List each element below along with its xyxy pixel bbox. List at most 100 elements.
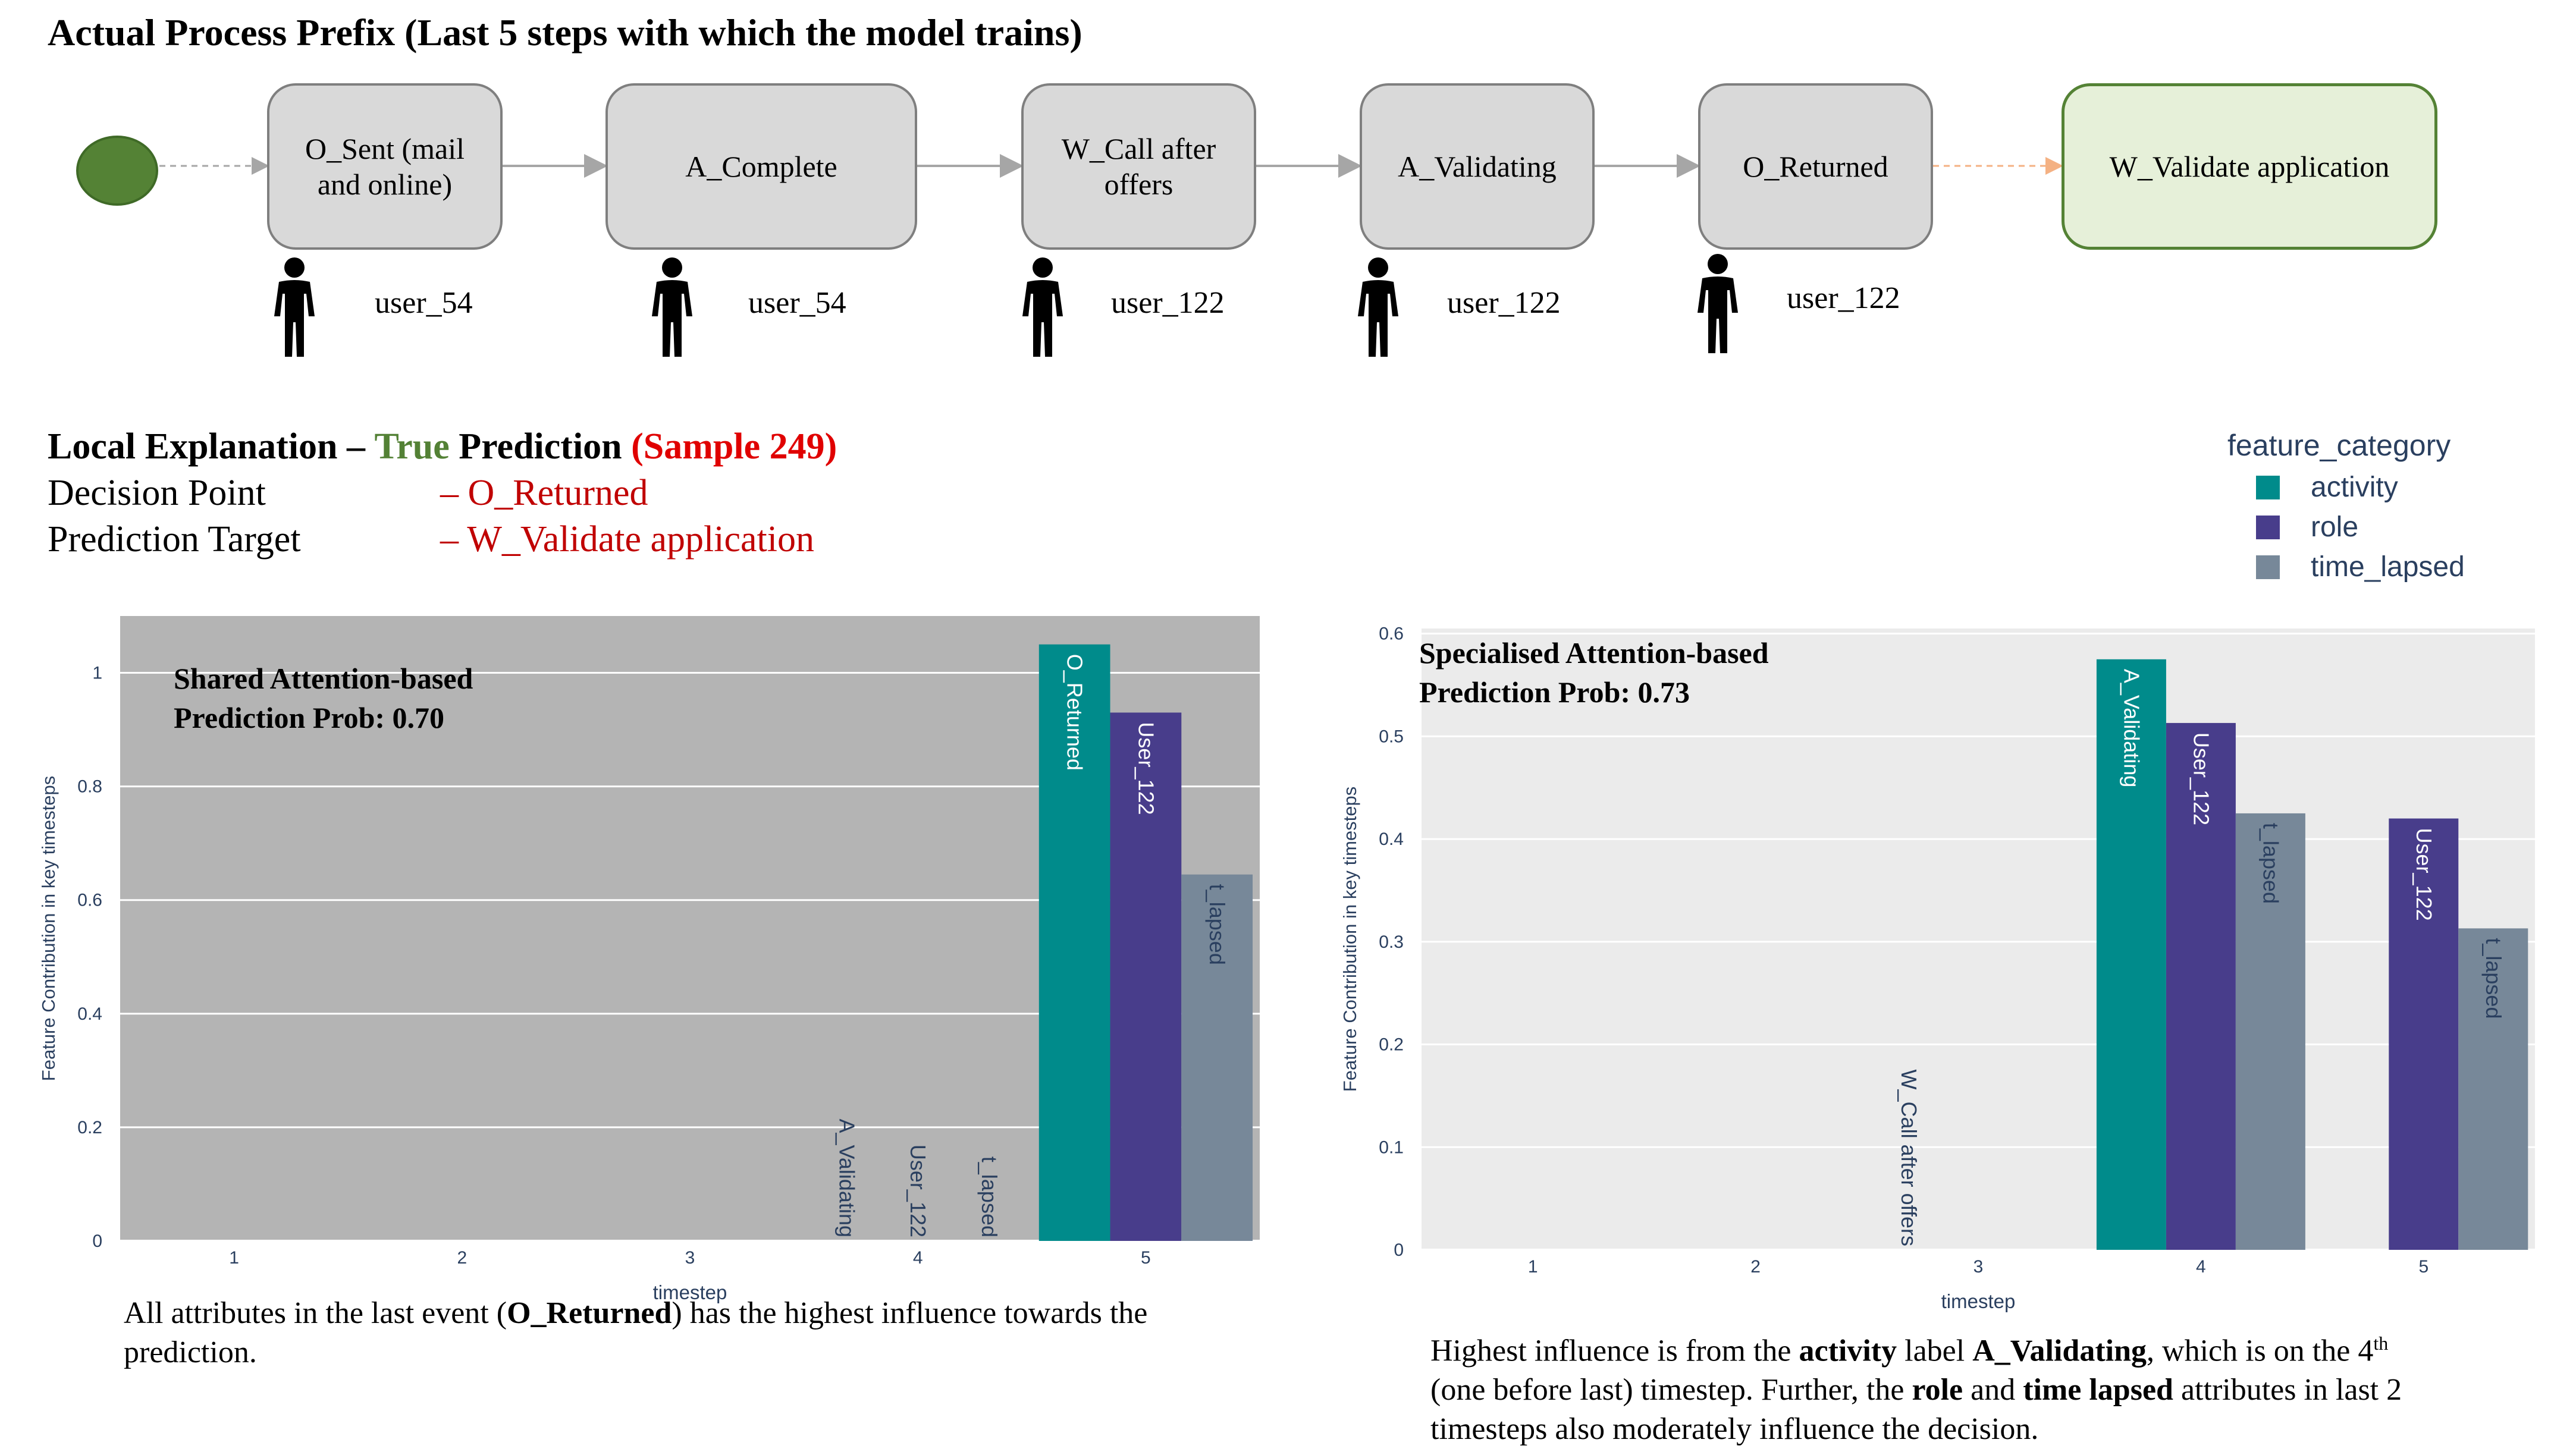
chart-subtitle: Prediction Prob: 0.73	[1419, 675, 1690, 709]
caption-right-line2c: attributes in last 2	[2173, 1373, 2402, 1407]
x-axis-title: timestep	[1941, 1290, 2016, 1312]
caption-right-line3: timesteps also moderately influence the …	[1430, 1412, 2039, 1447]
y-tick-label: 0.2	[77, 1118, 102, 1137]
bar-label: t_lapsed	[2481, 938, 2506, 1019]
bar-time-lapsed-t5[interactable]	[2458, 928, 2528, 1250]
caption-left-part2: ) has the highest influence towards the	[672, 1296, 1148, 1330]
chart-title: Shared Attention-based	[174, 662, 473, 695]
explanation-heading-sample: (Sample 249)	[631, 426, 837, 467]
user-label-5: user_122	[1787, 281, 1900, 315]
bar-time-lapsed-t5[interactable]	[1181, 874, 1253, 1241]
caption-right-p2: label	[1897, 1334, 1973, 1368]
plot-area	[1422, 628, 2535, 1250]
x-tick-label: 2	[1750, 1257, 1761, 1277]
bar-label: O_Returned	[1063, 654, 1087, 771]
bar-label: User_122	[906, 1145, 930, 1237]
person-icon	[1698, 254, 1738, 353]
y-tick-label: 0.1	[1379, 1137, 1404, 1157]
user-label-3: user_122	[1111, 286, 1225, 320]
explanation-heading-prefix: Local Explanation –	[48, 426, 365, 467]
bar-activity-t5[interactable]	[1038, 644, 1110, 1241]
decision-point-value: – O_Returned	[440, 473, 648, 513]
x-tick-label: 4	[913, 1248, 923, 1268]
caption-right-line2b: and	[1963, 1373, 2023, 1407]
person-icon	[652, 257, 692, 357]
y-tick-label: 0	[92, 1231, 102, 1251]
activity-node-4-line1: A_Validating	[1398, 150, 1557, 183]
legend-swatch-time-lapsed	[2256, 555, 2280, 579]
bar-label: t_lapsed	[1205, 884, 1229, 965]
x-tick-label: 1	[1528, 1257, 1538, 1277]
legend-item-role[interactable]: role	[2256, 511, 2465, 543]
activity-node-1-line1: O_Sent (mail	[305, 132, 465, 165]
legend-item-time-lapsed[interactable]: time_lapsed	[2256, 551, 2465, 583]
bar-label: A_Validating	[834, 1119, 859, 1237]
person-icon	[274, 257, 315, 357]
bar-label: t_lapsed	[2258, 823, 2283, 904]
caption-right-p3: , which is on the 4	[2147, 1334, 2374, 1368]
person-icon	[1358, 257, 1398, 357]
y-tick-label: 0.5	[1379, 727, 1404, 746]
activity-node-3-line1: W_Call after	[1061, 132, 1216, 165]
legend-item-activity[interactable]: activity	[2256, 471, 2465, 504]
chart-subtitle: Prediction Prob: 0.70	[174, 701, 444, 734]
caption-left-bold: O_Returned	[507, 1296, 672, 1330]
decision-point-label: Decision Point	[48, 473, 266, 513]
activity-node-1-line2: and online)	[317, 168, 453, 201]
bar-role-t5[interactable]	[2389, 818, 2459, 1250]
explanation-heading-prediction: Prediction	[459, 426, 622, 467]
bar-role-t4[interactable]	[2166, 722, 2236, 1250]
caption-right: Highest influence is from the activity l…	[1430, 1324, 2561, 1449]
caption-left-part1: All attributes in the last event (	[124, 1296, 507, 1330]
shared-attention-chart: 0 0.2 0.4 0.6 0.8 1 1 2 3 4 A_Validating User_122 t_…	[38, 616, 1260, 1303]
bar-activity-t4[interactable]	[2096, 659, 2166, 1250]
caption-right-sup: th	[2373, 1332, 2389, 1354]
bar-label: W_Call after offers	[1897, 1070, 1921, 1246]
flow-connectors	[159, 154, 2063, 178]
legend-label-time-lapsed: time_lapsed	[2311, 551, 2465, 583]
prediction-target-node: W_Validate application	[2062, 83, 2437, 250]
y-tick-label: 0.8	[77, 777, 102, 797]
caption-right-b1: activity	[1799, 1334, 1897, 1368]
explanation-heading-true: True	[374, 426, 450, 467]
activity-node-2: A_Complete	[605, 83, 917, 250]
page-title: Actual Process Prefix (Last 5 steps with…	[48, 11, 1083, 54]
bar-label: User_122	[1134, 722, 1158, 815]
y-axis-title: Feature Contribution in key timesteps	[38, 776, 59, 1081]
user-label-4: user_122	[1447, 286, 1561, 320]
caption-left: All attributes in the last event (O_Retu…	[124, 1294, 1289, 1372]
bar-label: A_Validating	[2119, 669, 2144, 787]
bar-role-t5[interactable]	[1110, 712, 1182, 1241]
bar-time-lapsed-t4[interactable]	[2235, 813, 2305, 1250]
y-tick-label: 0	[1394, 1240, 1404, 1260]
activity-node-3-line2: offers	[1104, 168, 1174, 201]
caption-right-line2a: (one before last) timestep. Further, the	[1430, 1373, 1912, 1407]
x-tick-label: 5	[2418, 1257, 2428, 1277]
bar-label: User_122	[2412, 828, 2436, 921]
legend-label-activity: activity	[2311, 472, 2398, 503]
explanation-heading: Local Explanation – True Prediction (Sam…	[48, 426, 837, 468]
activity-node-5-line1: O_Returned	[1743, 150, 1888, 183]
y-tick-label: 0.6	[77, 891, 102, 910]
user-label-2: user_54	[748, 286, 846, 320]
prediction-target-value: – W_Validate application	[440, 519, 814, 560]
prediction-target-node-label: W_Validate application	[2109, 150, 2390, 183]
y-tick-label: 1	[92, 664, 102, 683]
y-tick-label: 0.6	[1379, 624, 1404, 644]
chart-legend: feature_category activity role time_laps…	[2227, 428, 2465, 583]
specialised-attention-chart: 0 0.1 0.2 0.3 0.4 0.5 0.6 1 2 3 W_Call after offer…	[1339, 624, 2535, 1312]
legend-title: feature_category	[2227, 429, 2451, 462]
y-tick-label: 0.3	[1379, 932, 1404, 952]
caption-left-line2: prediction.	[124, 1335, 257, 1369]
y-tick-label: 0.2	[1379, 1035, 1404, 1055]
y-axis-title: Feature Contribution in key timesteps	[1339, 787, 1360, 1092]
x-tick-label: 4	[2196, 1257, 2206, 1277]
caption-right-b3: role	[1912, 1373, 1963, 1407]
x-axis-title: timestep	[653, 1281, 727, 1303]
activity-node-2-line1: A_Complete	[685, 150, 837, 183]
person-icon	[1022, 257, 1063, 357]
caption-right-p1: Highest influence is from the	[1430, 1334, 1799, 1368]
x-tick-label: 2	[457, 1248, 467, 1268]
caption-right-b4: time lapsed	[2023, 1373, 2173, 1407]
